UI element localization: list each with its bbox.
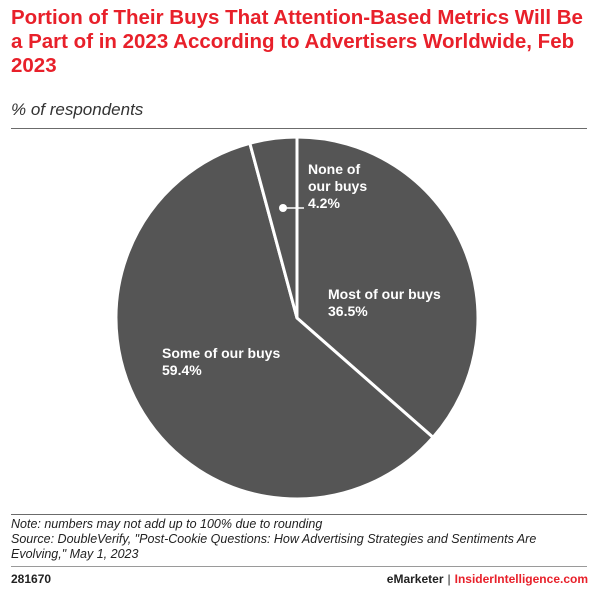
- chart-subtitle: % of respondents: [11, 100, 144, 119]
- slice-some: [114, 141, 435, 501]
- bottom-divider: [11, 514, 587, 515]
- pie-chart: Most of our buys 36.5% Some of our buys 59.…: [114, 135, 480, 501]
- notes-block: Note: numbers may not add up to 100% due…: [11, 517, 591, 562]
- pie-labels: Most of our buys 36.5% Some of our buys 59.…: [162, 161, 441, 378]
- pie-slices: [114, 135, 480, 501]
- brand-footer: eMarketer | InsiderIntelligence.com: [387, 572, 588, 586]
- label-some: Some of our buys 59.4%: [162, 345, 280, 378]
- footer-divider: [11, 566, 587, 567]
- leader-dot-none: [279, 204, 287, 212]
- slice-most: [295, 135, 480, 439]
- chart-id: 281670: [11, 572, 52, 586]
- slice-none: [248, 135, 299, 320]
- note-text: Note: numbers may not add up to 100% due…: [11, 517, 323, 531]
- label-none: None of our buys 4.2%: [308, 161, 367, 211]
- brand-separator: |: [447, 572, 451, 586]
- brand-insiderintelligence: InsiderIntelligence.com: [454, 572, 588, 586]
- chart-title: Portion of Their Buys That Attention-Bas…: [11, 6, 583, 77]
- source-text: Source: DoubleVerify, "Post-Cookie Quest…: [11, 532, 537, 561]
- brand-emarketer: eMarketer: [386, 572, 444, 586]
- label-most: Most of our buys 36.5%: [328, 286, 441, 319]
- top-divider: [11, 128, 587, 129]
